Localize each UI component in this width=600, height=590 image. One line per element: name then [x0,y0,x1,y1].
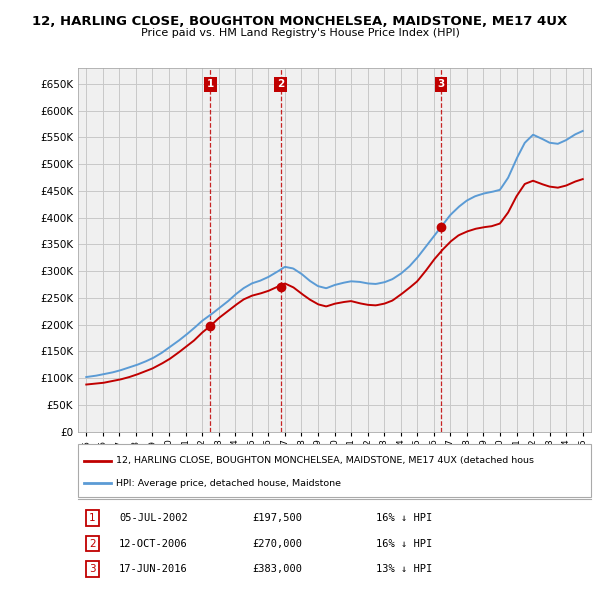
Text: 17-JUN-2016: 17-JUN-2016 [119,563,188,573]
Text: 12, HARLING CLOSE, BOUGHTON MONCHELSEA, MAIDSTONE, ME17 4UX (detached hous: 12, HARLING CLOSE, BOUGHTON MONCHELSEA, … [116,457,535,466]
Text: 3: 3 [89,563,95,573]
FancyBboxPatch shape [78,444,591,497]
Text: HPI: Average price, detached house, Maidstone: HPI: Average price, detached house, Maid… [116,479,341,488]
Text: 1: 1 [207,79,214,89]
Text: 2: 2 [89,539,95,549]
Text: 16% ↓ HPI: 16% ↓ HPI [376,539,432,549]
Text: 13% ↓ HPI: 13% ↓ HPI [376,563,432,573]
Text: Price paid vs. HM Land Registry's House Price Index (HPI): Price paid vs. HM Land Registry's House … [140,28,460,38]
Text: £383,000: £383,000 [253,563,302,573]
Text: £270,000: £270,000 [253,539,302,549]
Text: 16% ↓ HPI: 16% ↓ HPI [376,513,432,523]
Text: 12-OCT-2006: 12-OCT-2006 [119,539,188,549]
Text: 05-JUL-2002: 05-JUL-2002 [119,513,188,523]
Text: 2: 2 [277,79,284,89]
Text: £197,500: £197,500 [253,513,302,523]
Text: 3: 3 [437,79,445,89]
Text: 1: 1 [89,513,95,523]
Text: 12, HARLING CLOSE, BOUGHTON MONCHELSEA, MAIDSTONE, ME17 4UX: 12, HARLING CLOSE, BOUGHTON MONCHELSEA, … [32,15,568,28]
